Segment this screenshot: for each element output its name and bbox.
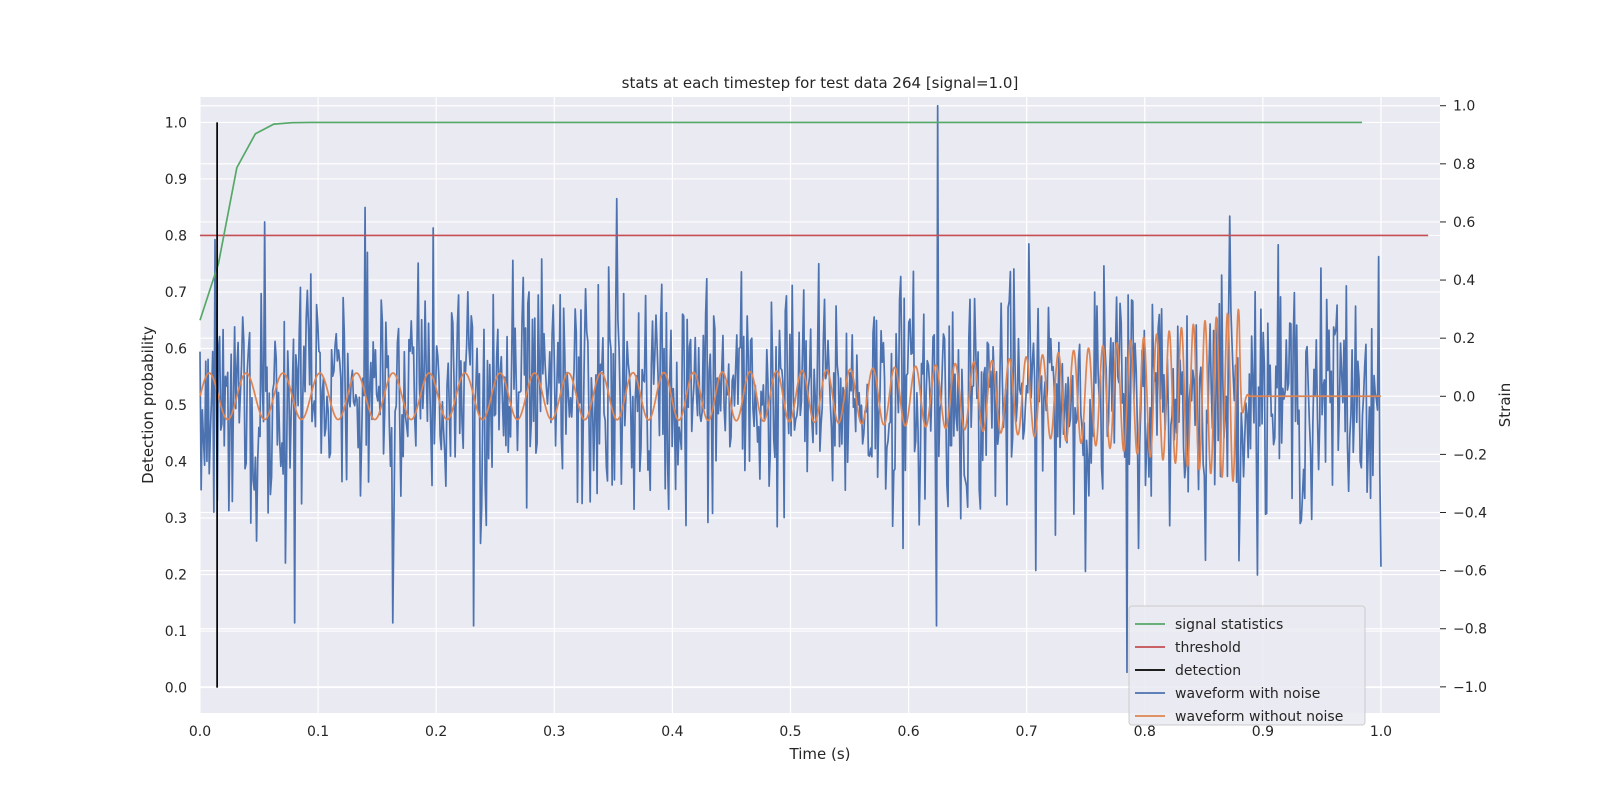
y-axis-label: Detection probability (139, 326, 157, 484)
x-tick-label: 0.1 (307, 724, 329, 740)
x-tick-label: 0.8 (1134, 724, 1156, 740)
y-tick-label: 0.5 (165, 398, 187, 414)
x-tick-label: 0.0 (189, 724, 211, 740)
y-tick-label: 1.0 (165, 115, 187, 131)
y-tick-label: 0.8 (165, 228, 187, 244)
chart-title: stats at each timestep for test data 264… (622, 74, 1019, 92)
waveform-with-noise-line (199, 104, 1382, 674)
y2-tick-label: 0.2 (1453, 331, 1475, 347)
y2-tick-label: −0.2 (1453, 447, 1487, 463)
x-tick-label: 0.9 (1252, 724, 1274, 740)
y2-tick-label: 0.4 (1453, 273, 1475, 289)
legend-entry: detection (1175, 663, 1241, 679)
y2-axis-label: Strain (1496, 383, 1514, 427)
y2-tick-label: −1.0 (1453, 680, 1487, 696)
x-tick-label: 0.7 (1016, 724, 1038, 740)
legend-entry: waveform without noise (1175, 709, 1343, 725)
y-tick-label: 0.9 (165, 172, 187, 188)
y-tick-label: 0.6 (165, 341, 187, 357)
x-tick-label: 0.3 (543, 724, 565, 740)
x-tick-label: 1.0 (1370, 724, 1392, 740)
x-axis-label: Time (s) (789, 745, 851, 763)
y2-tick-label: −0.4 (1453, 506, 1487, 522)
series-lines (199, 104, 1429, 688)
y2-tick-label: −0.6 (1453, 564, 1487, 580)
y-tick-label: 0.0 (165, 681, 187, 697)
waveform-without-noise-line (199, 308, 1382, 482)
y2-tick-label: 1.0 (1453, 99, 1475, 115)
legend-entry: signal statistics (1175, 617, 1283, 633)
x-tick-label: 0.5 (779, 724, 801, 740)
y-tick-label: 0.7 (165, 285, 187, 301)
tick-labels: 0.0 0.1 0.2 0.3 0.4 0.5 0.6 0.7 0.8 0.9 1.0 0.0 0.1 0… (165, 99, 1487, 740)
legend-box (1128, 605, 1366, 726)
y2-tick-label: 0.0 (1453, 389, 1475, 405)
y-tick-label: 0.2 (165, 568, 187, 584)
y-tick-label: 0.3 (165, 511, 187, 527)
y2-tick-label: 0.8 (1453, 157, 1475, 173)
legend: signal statistics threshold detection wavef… (1128, 605, 1366, 726)
y-tick-label: 0.4 (165, 455, 187, 471)
signal-statistics-line (199, 121, 1363, 321)
legend-entry: waveform with noise (1175, 686, 1320, 702)
y-tick-label: 0.1 (165, 624, 187, 640)
x-tick-label: 0.4 (661, 724, 683, 740)
x-tick-label: 0.2 (425, 724, 447, 740)
y2-tick-label: −0.8 (1453, 622, 1487, 638)
legend-entry: threshold (1175, 640, 1241, 656)
x-tick-label: 0.6 (897, 724, 919, 740)
y2-tick-label: 0.6 (1453, 215, 1475, 231)
